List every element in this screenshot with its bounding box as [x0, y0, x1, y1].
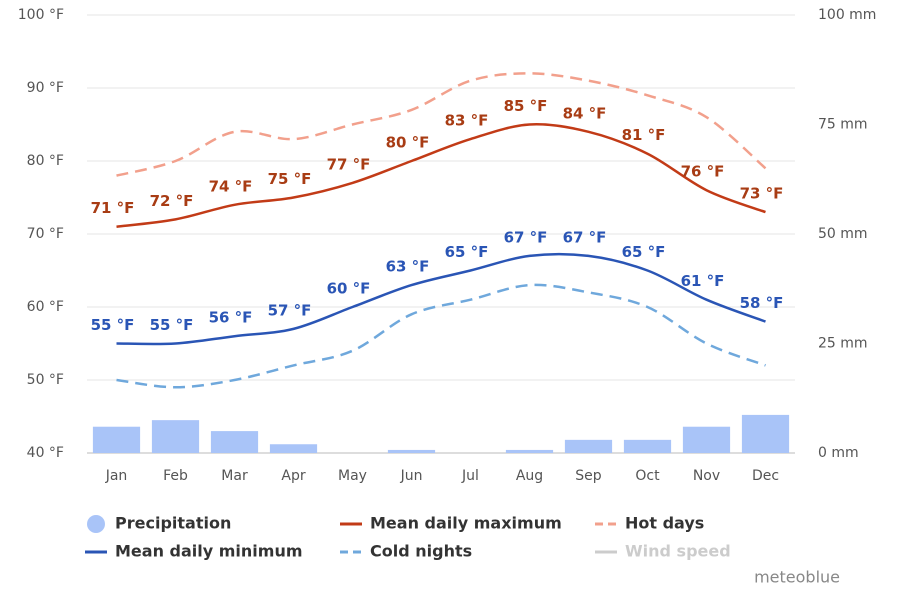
series-line [116, 72, 767, 177]
x-tick-label: May [338, 468, 367, 484]
precip-bar [682, 426, 731, 453]
y2-tick-label: 50 mm [818, 226, 868, 242]
data-label: 67 °F [563, 228, 607, 246]
y-tick-label: 40 °F [27, 445, 64, 461]
precip-bar [210, 431, 259, 453]
data-label: 65 °F [622, 243, 666, 261]
y2-tick-label: 0 mm [818, 445, 859, 461]
data-label: 67 °F [504, 228, 548, 246]
legend-label: Cold nights [370, 542, 472, 561]
watermark: meteoblue [754, 568, 840, 587]
data-label: 73 °F [740, 185, 784, 203]
precip-bar [269, 444, 318, 453]
data-label: 83 °F [445, 112, 489, 130]
data-label: 57 °F [268, 301, 312, 319]
series-line [116, 123, 766, 228]
y2-tick-label: 100 mm [818, 7, 876, 23]
data-label: 60 °F [327, 280, 371, 298]
data-label: 63 °F [386, 258, 430, 276]
legend-label: Mean daily minimum [115, 542, 303, 561]
precip-bar [564, 439, 613, 453]
y-tick-label: 100 °F [18, 7, 64, 23]
data-label: 55 °F [91, 316, 135, 334]
precip-bar [92, 426, 141, 453]
y-tick-label: 60 °F [27, 299, 64, 315]
x-tick-label: Jan [105, 468, 128, 484]
x-tick-label: Dec [752, 468, 779, 484]
precip-bar [505, 449, 554, 453]
y-tick-label: 70 °F [27, 226, 64, 242]
data-label: 58 °F [740, 294, 784, 312]
data-label: 55 °F [150, 316, 194, 334]
x-tick-label: Jul [461, 468, 479, 484]
y2-tick-label: 75 mm [818, 117, 868, 133]
legend-label: Mean daily maximum [370, 514, 562, 533]
data-label: 75 °F [268, 170, 312, 188]
legend-label: Wind speed [625, 542, 731, 561]
data-label: 61 °F [681, 272, 725, 290]
data-label: 85 °F [504, 97, 548, 115]
x-tick-label: Mar [221, 468, 248, 484]
data-label: 81 °F [622, 126, 666, 144]
y-tick-label: 90 °F [27, 80, 64, 96]
x-tick-label: Nov [693, 468, 720, 484]
y-tick-label: 50 °F [27, 372, 64, 388]
data-label: 71 °F [91, 199, 135, 217]
x-tick-label: Apr [281, 468, 305, 484]
x-tick-label: Oct [635, 468, 660, 484]
data-label: 65 °F [445, 243, 489, 261]
x-tick-label: Feb [163, 468, 188, 484]
series-line [116, 252, 766, 346]
y2-tick-label: 25 mm [818, 336, 868, 352]
x-tick-label: Aug [516, 468, 543, 484]
data-label: 56 °F [209, 309, 253, 327]
precip-bar [623, 439, 672, 453]
legend-symbol [87, 515, 105, 533]
precip-bar [387, 449, 436, 453]
y-tick-label: 80 °F [27, 153, 64, 169]
series-line [116, 283, 766, 389]
data-label: 80 °F [386, 134, 430, 152]
legend-label: Hot days [625, 514, 704, 533]
data-label: 74 °F [209, 177, 253, 195]
x-tick-label: Sep [575, 468, 602, 484]
data-label: 76 °F [681, 163, 725, 181]
data-label: 84 °F [563, 104, 607, 122]
data-label: 72 °F [150, 192, 194, 210]
legend-label: Precipitation [115, 514, 231, 533]
precip-bar [741, 414, 790, 453]
data-label: 77 °F [327, 155, 371, 173]
x-tick-label: Jun [400, 468, 423, 484]
precip-bar [151, 420, 200, 453]
